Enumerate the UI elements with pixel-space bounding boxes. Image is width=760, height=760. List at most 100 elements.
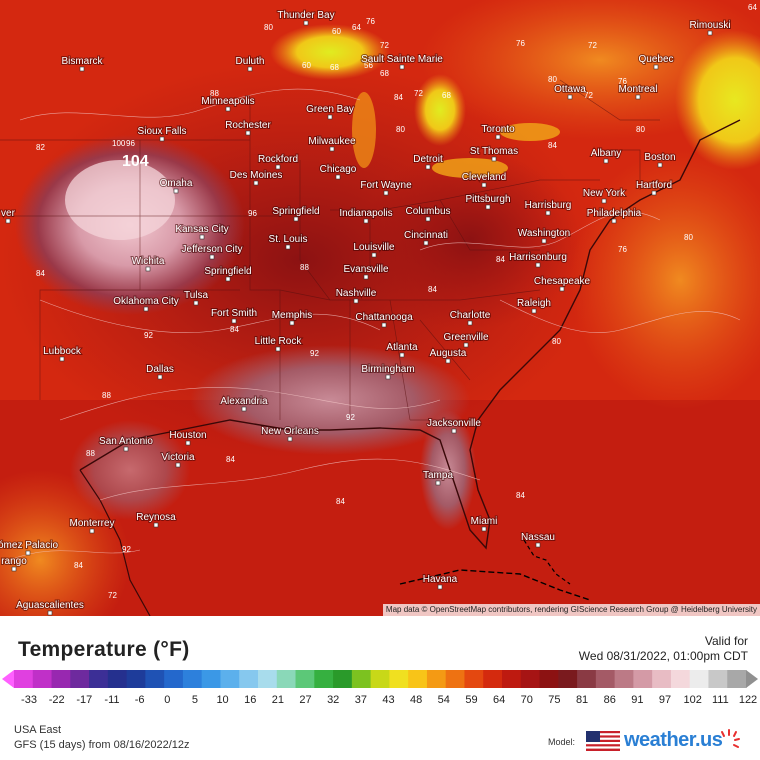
isotherm-value-label: 68 xyxy=(380,69,389,78)
city-marker[interactable]: Jacksonville xyxy=(426,417,482,434)
isotherm-value-label: 80 xyxy=(684,233,693,242)
city-marker[interactable]: Quebec xyxy=(637,53,675,70)
city-marker[interactable]: ómez Palacio xyxy=(0,539,59,556)
city-marker[interactable]: Albany xyxy=(590,147,622,164)
city-marker[interactable]: Louisville xyxy=(352,241,396,258)
city-marker[interactable]: Chicago xyxy=(319,163,358,180)
colorbar-segment xyxy=(558,670,578,688)
city-marker[interactable]: Nassau xyxy=(520,531,556,548)
city-marker[interactable]: Omaha xyxy=(159,177,194,194)
city-marker[interactable]: Detroit xyxy=(412,153,444,170)
colorbar-tick-label: 54 xyxy=(437,694,450,706)
city-dot xyxy=(451,428,457,434)
city-marker[interactable]: Sioux Falls xyxy=(137,125,187,142)
city-marker[interactable]: Dallas xyxy=(145,363,175,380)
city-marker[interactable]: Milwaukee xyxy=(307,135,357,152)
city-marker[interactable]: Philadelphia xyxy=(586,207,643,224)
city-marker[interactable]: Chattanooga xyxy=(354,311,414,328)
city-marker[interactable]: Pittsburgh xyxy=(464,193,512,210)
city-marker[interactable]: Fort Smith xyxy=(210,307,258,324)
colorbar-tick-label: -11 xyxy=(104,694,120,706)
city-marker[interactable]: Jefferson City xyxy=(181,243,243,260)
city-marker[interactable]: Greenville xyxy=(442,331,490,348)
weather-us-logo[interactable]: weather.us xyxy=(624,729,723,751)
colorbar-tick-label: -33 xyxy=(21,694,37,706)
city-marker[interactable]: Havana xyxy=(422,573,459,590)
city-marker[interactable]: Cleveland xyxy=(461,171,507,188)
city-marker[interactable]: Springfield xyxy=(203,265,253,282)
city-marker[interactable]: Charlotte xyxy=(449,309,492,326)
city-marker[interactable]: Wichita xyxy=(131,255,166,272)
colorbar-segment xyxy=(389,670,409,688)
city-marker[interactable]: Toronto xyxy=(480,123,516,140)
city-marker[interactable]: Miami xyxy=(470,515,498,532)
city-marker[interactable]: Montreal xyxy=(618,83,658,100)
city-marker[interactable]: Chesapeake xyxy=(533,275,592,292)
city-marker[interactable]: ver xyxy=(0,207,17,224)
city-marker[interactable]: Kansas City xyxy=(174,223,230,240)
city-marker[interactable]: St. Louis xyxy=(268,233,308,250)
city-marker[interactable]: Columbus xyxy=(404,205,452,222)
city-marker[interactable]: Victoria xyxy=(160,451,196,468)
city-marker[interactable]: Lubbock xyxy=(42,345,83,362)
city-dot xyxy=(329,146,335,152)
city-marker[interactable]: New Orleans xyxy=(260,425,320,442)
city-marker[interactable]: Harrisburg xyxy=(524,199,572,216)
city-marker[interactable]: Des Moines xyxy=(229,169,283,186)
city-marker[interactable]: rango xyxy=(0,555,28,572)
city-marker[interactable]: Memphis xyxy=(271,309,313,326)
city-marker[interactable]: Atlanta xyxy=(385,341,419,358)
city-marker[interactable]: Evansville xyxy=(342,263,390,280)
city-dot xyxy=(289,320,295,326)
city-marker[interactable]: Duluth xyxy=(235,55,265,72)
isotherm-value-label: 80 xyxy=(552,337,561,346)
map-attribution[interactable]: Map data © OpenStreetMap contributors, r… xyxy=(382,604,760,616)
city-marker[interactable]: Ottawa xyxy=(553,83,587,100)
city-marker[interactable]: Aguascalientes xyxy=(15,599,85,616)
city-marker[interactable]: Tulsa xyxy=(183,289,209,306)
city-marker[interactable]: Birmingham xyxy=(360,363,416,380)
city-marker[interactable]: Sault Sainte Marie xyxy=(360,53,444,70)
city-marker[interactable]: San Antonio xyxy=(98,435,154,452)
city-marker[interactable]: Rimouski xyxy=(688,19,732,36)
plains-heat-core xyxy=(65,160,175,240)
city-marker[interactable]: Springfield xyxy=(271,205,321,222)
city-marker[interactable]: Bismarck xyxy=(60,55,105,72)
city-marker[interactable]: Boston xyxy=(643,151,677,168)
city-marker[interactable]: Cincinnati xyxy=(403,229,449,246)
city-label: Detroit xyxy=(413,154,443,165)
city-marker[interactable]: Minneapolis xyxy=(200,95,256,112)
city-marker[interactable]: Oklahoma City xyxy=(112,295,180,312)
colorbar-segment xyxy=(689,670,710,688)
city-marker[interactable]: Rockford xyxy=(257,153,299,170)
city-marker[interactable]: Houston xyxy=(168,429,208,446)
city-marker[interactable]: Tampa xyxy=(422,469,454,486)
city-label: Miami xyxy=(471,516,498,527)
isotherm-value-label: 88 xyxy=(86,449,95,458)
temperature-map[interactable]: 60 64 76 72 56 68 60 68 80 76 72 80 76 72 80 84 72 68 80 84… xyxy=(0,0,760,616)
city-dot xyxy=(209,254,215,260)
city-marker[interactable]: Reynosa xyxy=(135,511,177,528)
colorbar-tick-label: 102 xyxy=(683,694,702,706)
city-label: Kansas City xyxy=(175,224,228,235)
city-marker[interactable]: Nashville xyxy=(335,287,378,304)
mexico-coastline xyxy=(79,469,151,616)
city-marker[interactable]: Little Rock xyxy=(254,335,303,352)
city-marker[interactable]: Green Bay xyxy=(305,103,355,120)
city-marker[interactable]: Fort Wayne xyxy=(359,179,413,196)
city-marker[interactable]: Indianapolis xyxy=(338,207,394,224)
city-marker[interactable]: Monterrey xyxy=(68,517,116,534)
city-marker[interactable]: Washington xyxy=(517,227,571,244)
city-marker[interactable]: Raleigh xyxy=(516,297,552,314)
city-marker[interactable]: Rochester xyxy=(224,119,272,136)
city-label: Boston xyxy=(644,152,675,163)
city-marker[interactable]: Thunder Bay xyxy=(276,9,336,26)
city-marker[interactable]: Hartford xyxy=(635,179,673,196)
city-marker[interactable]: Augusta xyxy=(429,347,468,364)
city-dot xyxy=(245,130,251,136)
city-label: Rochester xyxy=(225,120,271,131)
city-marker[interactable]: Harrisonburg xyxy=(508,251,568,268)
city-marker[interactable]: St Thomas xyxy=(469,145,519,162)
city-marker[interactable]: Alexandria xyxy=(219,395,269,412)
city-marker[interactable]: New York xyxy=(582,187,627,204)
